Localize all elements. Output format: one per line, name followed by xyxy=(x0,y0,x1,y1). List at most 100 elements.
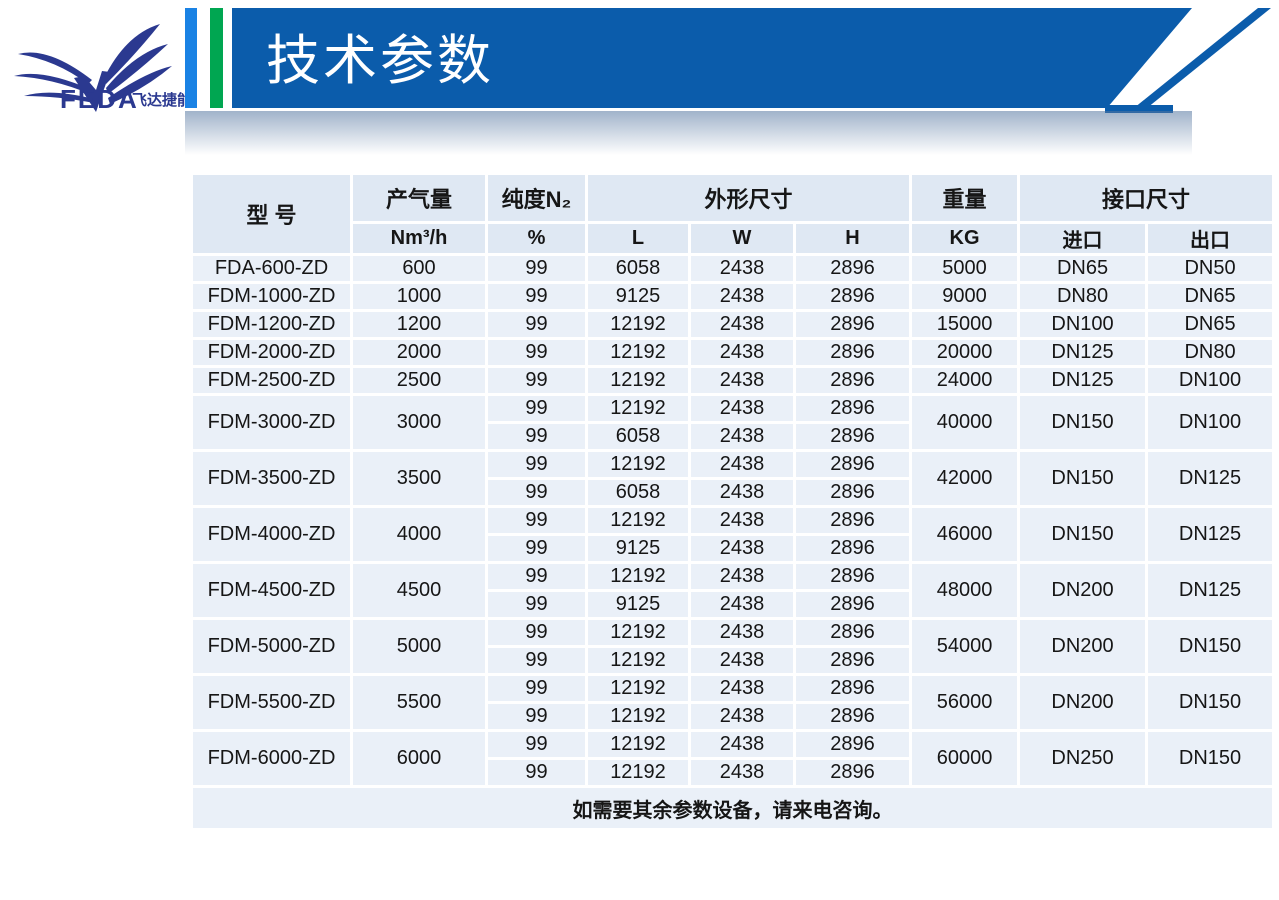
cell-model: FDM-4000-ZD xyxy=(190,505,353,564)
diagonal-stripe xyxy=(1134,8,1271,108)
cell-height: 2896 xyxy=(792,477,913,508)
col-header-purity: 纯度N₂ xyxy=(485,172,588,224)
table-row: FDM-4500-ZD 4500 99 12192 2438 2896 48000 DN200… xyxy=(190,561,1276,620)
header-row-units: Nm³/h % L W H KG 进口 出口 xyxy=(192,221,1276,256)
table-body: FDA-600-ZD 600 99 6058 2438 2896 5000 DN65 DN50 F… xyxy=(190,253,1276,788)
col-header-l: L xyxy=(585,221,691,256)
cell-weight: 5000 xyxy=(909,253,1021,284)
col-header-capacity-unit: Nm³/h xyxy=(350,221,488,256)
cell-width: 2438 xyxy=(688,757,796,788)
cell-length: 9125 xyxy=(585,533,691,564)
cell-purity: 99 xyxy=(485,757,588,788)
cell-height: 2896 xyxy=(792,253,913,284)
cell-length: 12192 xyxy=(585,701,691,732)
cell-height: 2896 xyxy=(792,729,913,760)
cell-model: FDM-5500-ZD xyxy=(190,673,353,732)
feda-logo-cn: 飞达捷能 xyxy=(132,91,186,109)
table-row: FDM-2500-ZD 2500 99 12192 2438 2896 24000 DN125… xyxy=(190,365,1276,396)
table-row: 99 6058 2438 2896 xyxy=(192,421,1274,452)
cell-length: 6058 xyxy=(585,421,691,452)
cell-outlet: DN125 xyxy=(1145,561,1276,620)
cell-length: 12192 xyxy=(585,729,691,760)
cell-width: 2438 xyxy=(688,421,796,452)
table-row: FDA-600-ZD 600 99 6058 2438 2896 5000 DN65 DN50 xyxy=(190,253,1276,284)
accent-bar-blue xyxy=(185,8,197,108)
cell-width: 2438 xyxy=(688,729,796,760)
cell-length: 12192 xyxy=(585,757,691,788)
cell-width: 2438 xyxy=(688,281,796,312)
col-header-model: 型 号 xyxy=(190,172,353,256)
footer-note: 如需要其余参数设备，请来电咨询。 xyxy=(189,785,1276,831)
cell-purity: 99 xyxy=(485,505,588,536)
cell-model: FDM-4500-ZD xyxy=(190,561,353,620)
cell-weight: 40000 xyxy=(909,393,1021,452)
cell-model: FDM-2500-ZD xyxy=(190,365,353,396)
cell-purity: 99 xyxy=(485,561,588,592)
title-band xyxy=(232,8,1192,108)
cell-purity: 99 xyxy=(485,673,588,704)
table-row: FDM-5000-ZD 5000 99 12192 2438 2896 54000 DN200… xyxy=(190,617,1276,676)
table-row: FDM-3500-ZD 3500 99 12192 2438 2896 42000 DN150… xyxy=(190,449,1276,508)
col-header-capacity: 产气量 xyxy=(350,172,488,224)
cell-weight: 56000 xyxy=(909,673,1021,732)
cell-outlet: DN65 xyxy=(1145,309,1276,340)
cell-width: 2438 xyxy=(688,449,796,480)
cell-purity: 99 xyxy=(485,645,588,676)
cell-height: 2896 xyxy=(792,645,913,676)
cell-width: 2438 xyxy=(688,393,796,424)
cell-purity: 99 xyxy=(485,393,588,424)
table-row: 99 9125 2438 2896 xyxy=(192,533,1274,564)
cell-inlet: DN65 xyxy=(1017,253,1149,284)
table-row: FDM-2000-ZD 2000 99 12192 2438 2896 20000 DN125… xyxy=(190,337,1276,368)
table-foot: 如需要其余参数设备，请来电咨询。 xyxy=(189,785,1276,831)
cell-model: FDA-600-ZD xyxy=(190,253,353,284)
table-row: FDM-5500-ZD 5500 99 12192 2438 2896 56000 DN200… xyxy=(190,673,1276,732)
table-row: FDM-3000-ZD 3000 99 12192 2438 2896 40000 DN150… xyxy=(190,393,1276,452)
table-head: 型 号 产气量 纯度N₂ 外形尺寸 重量 接口尺寸 Nm³/h % L W H … xyxy=(190,172,1276,256)
cell-length: 9125 xyxy=(585,281,691,312)
cell-length: 12192 xyxy=(585,365,691,396)
table-row: FDM-1200-ZD 1200 99 12192 2438 2896 15000 DN100… xyxy=(190,309,1276,340)
cell-capacity: 5000 xyxy=(350,617,488,676)
cell-purity: 99 xyxy=(485,477,588,508)
cell-height: 2896 xyxy=(792,757,913,788)
cell-inlet: DN150 xyxy=(1017,449,1149,508)
cell-width: 2438 xyxy=(688,337,796,368)
accent-bar-green xyxy=(210,8,223,108)
cell-width: 2438 xyxy=(688,309,796,340)
cell-inlet: DN250 xyxy=(1017,729,1149,788)
cell-width: 2438 xyxy=(688,589,796,620)
cell-capacity: 1000 xyxy=(350,281,488,312)
cell-outlet: DN100 xyxy=(1145,365,1276,396)
cell-model: FDM-3000-ZD xyxy=(190,393,353,452)
cell-height: 2896 xyxy=(792,505,913,536)
spec-table: 型 号 产气量 纯度N₂ 外形尺寸 重量 接口尺寸 Nm³/h % L W H … xyxy=(189,172,1276,831)
cell-height: 2896 xyxy=(792,701,913,732)
cell-capacity: 2500 xyxy=(350,365,488,396)
cell-height: 2896 xyxy=(792,421,913,452)
cell-capacity: 3500 xyxy=(350,449,488,508)
cell-width: 2438 xyxy=(688,617,796,648)
cell-height: 2896 xyxy=(792,281,913,312)
cell-length: 12192 xyxy=(585,309,691,340)
cell-inlet: DN200 xyxy=(1017,617,1149,676)
cell-outlet: DN125 xyxy=(1145,505,1276,564)
cell-width: 2438 xyxy=(688,533,796,564)
table-row: 99 12192 2438 2896 xyxy=(192,757,1274,788)
cell-weight: 60000 xyxy=(909,729,1021,788)
cell-capacity: 600 xyxy=(350,253,488,284)
cell-weight: 54000 xyxy=(909,617,1021,676)
cell-height: 2896 xyxy=(792,309,913,340)
cell-weight: 9000 xyxy=(909,281,1021,312)
table-row: FDM-6000-ZD 6000 99 12192 2438 2896 60000 DN250… xyxy=(190,729,1276,788)
cell-height: 2896 xyxy=(792,617,913,648)
cell-length: 12192 xyxy=(585,673,691,704)
cell-inlet: DN150 xyxy=(1017,393,1149,452)
cell-inlet: DN80 xyxy=(1017,281,1149,312)
feda-logo-text: FEDA xyxy=(60,84,139,112)
cell-outlet: DN150 xyxy=(1145,617,1276,676)
table-row: 99 6058 2438 2896 xyxy=(192,477,1274,508)
cell-outlet: DN80 xyxy=(1145,337,1276,368)
col-header-purity-unit: % xyxy=(485,221,588,256)
cell-inlet: DN200 xyxy=(1017,561,1149,620)
